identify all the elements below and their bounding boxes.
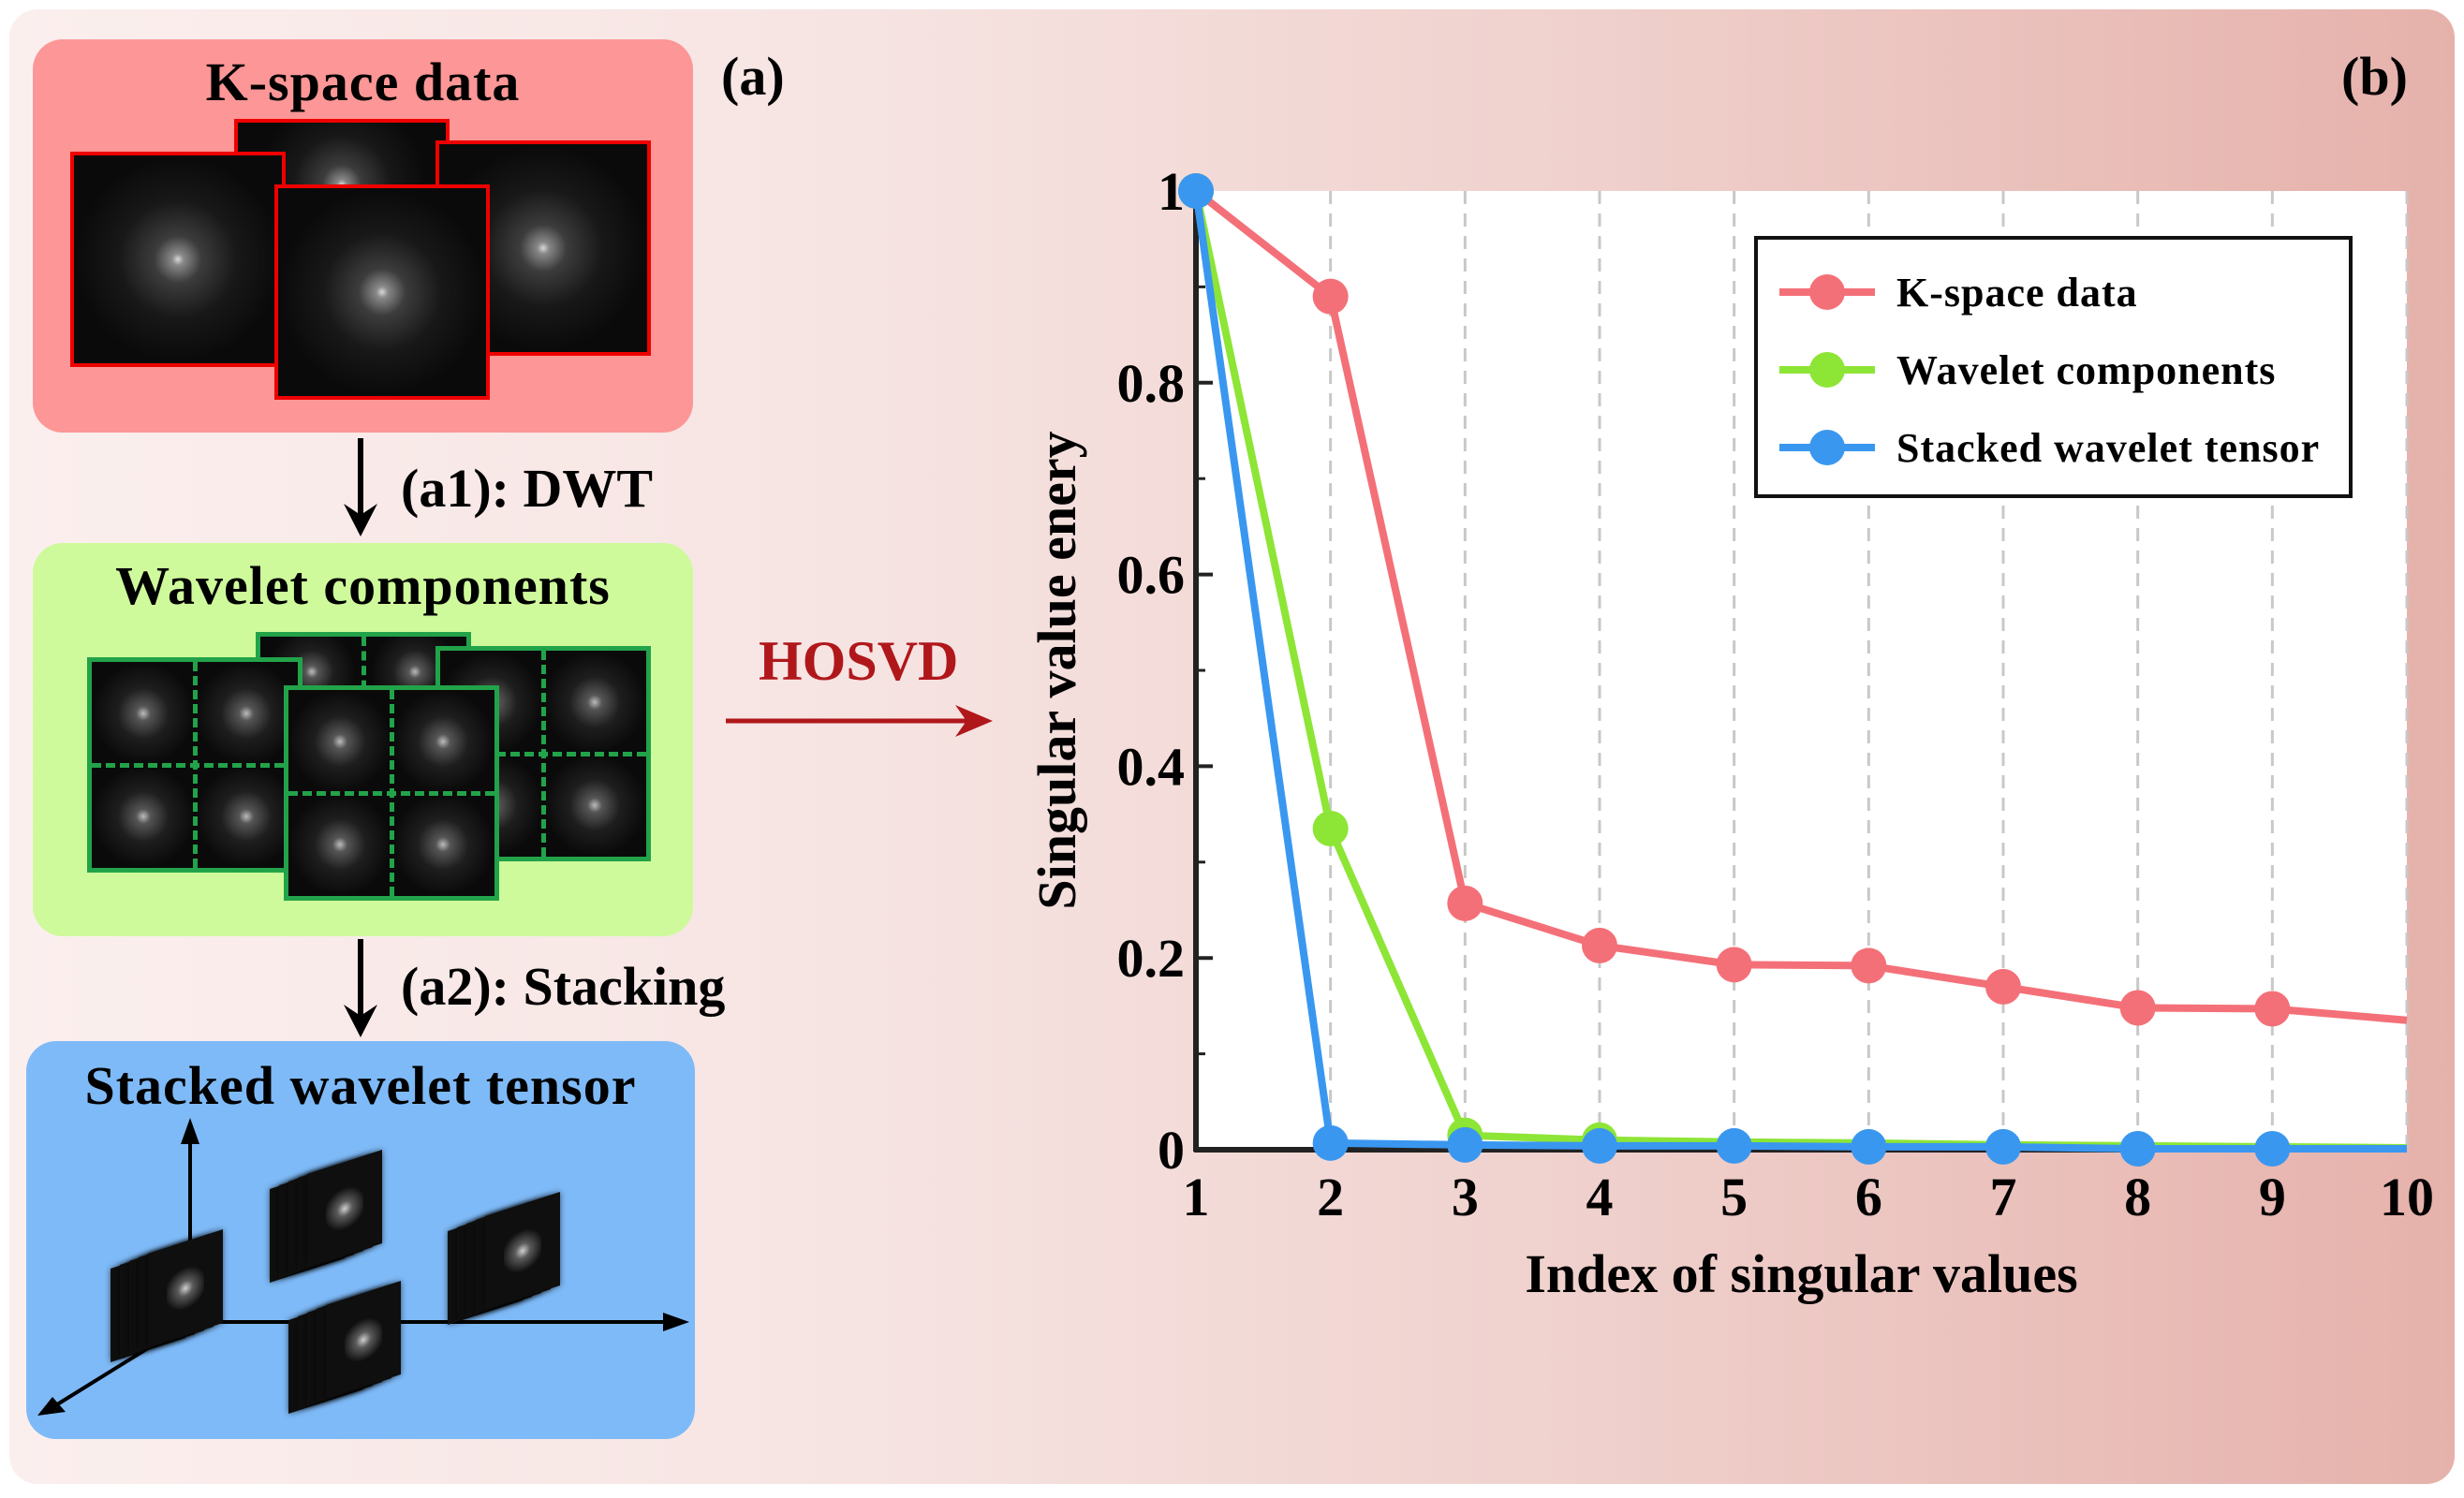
x-tick-label: 10 xyxy=(2380,1167,2434,1227)
data-point xyxy=(1447,1126,1483,1163)
data-point xyxy=(2119,1130,2156,1167)
data-point xyxy=(2119,990,2156,1026)
legend-swatch-marker xyxy=(1809,274,1845,310)
y-tick-label: 0.8 xyxy=(1117,353,1186,414)
wavelet-title: Wavelet components xyxy=(115,555,611,616)
data-point xyxy=(2254,1130,2291,1167)
data-point xyxy=(1716,1127,1752,1164)
series-k-space-data xyxy=(1178,173,2408,1027)
x-tick-label: 7 xyxy=(1990,1167,2017,1227)
y-tick-label: 0 xyxy=(1158,1120,1185,1181)
series-group xyxy=(1178,173,2408,1167)
tick-labels: 00.20.40.60.811 2 3 4 5 6 7 8 9 10 xyxy=(1117,161,2435,1227)
data-point xyxy=(1985,968,2021,1005)
legend-entry: Stacked wavelet tensor xyxy=(1896,425,2320,471)
x-tick-label: 1 xyxy=(1183,1167,1210,1227)
wavelet-panel: Wavelet components xyxy=(33,543,693,936)
dwt-arrow xyxy=(344,438,377,536)
wavelet-image xyxy=(284,685,499,901)
y-tick-label: 0.4 xyxy=(1117,736,1186,797)
dwt-step-label: (a1): DWT xyxy=(401,458,654,519)
data-point xyxy=(1312,1124,1349,1161)
panel-label-a: (a) xyxy=(721,46,785,107)
x-tick-label: 8 xyxy=(2124,1167,2151,1227)
kspace-image xyxy=(70,152,286,367)
legend-swatch-marker xyxy=(1809,430,1845,465)
kspace-image xyxy=(274,184,490,400)
data-point xyxy=(1582,927,1617,963)
data-point xyxy=(1985,1128,2021,1165)
stacking-step-label: (a2): Stacking xyxy=(401,956,726,1017)
data-point xyxy=(1716,947,1752,983)
data-point xyxy=(1851,947,1887,984)
legend-swatch-marker xyxy=(1809,352,1845,388)
data-point xyxy=(1178,173,1214,209)
x-tick-label: 2 xyxy=(1317,1167,1344,1227)
tensor-panel: Stacked wavelet tensor xyxy=(26,1041,695,1439)
kspace-panel: K-space data xyxy=(33,39,693,433)
stacking-arrow xyxy=(344,939,377,1037)
x-tick-label: 6 xyxy=(1855,1167,1882,1227)
tensor-title: Stacked wavelet tensor xyxy=(84,1055,637,1116)
x-tick-label: 4 xyxy=(1586,1167,1614,1227)
x-axis-label: Index of singular values xyxy=(1525,1243,2077,1304)
data-point xyxy=(1312,278,1349,315)
series-line xyxy=(1193,187,2408,1024)
hosvd-arrow xyxy=(726,705,993,737)
kspace-title: K-space data xyxy=(205,51,521,112)
y-tick-label: 0.6 xyxy=(1117,545,1186,606)
data-point xyxy=(1312,810,1349,846)
y-axis-label: Singular value enery xyxy=(1026,431,1087,909)
grid-lines xyxy=(1329,191,2409,1150)
y-tick-label: 0.2 xyxy=(1117,928,1186,989)
hosvd-label: HOSVD xyxy=(759,630,959,692)
data-point xyxy=(1582,1127,1617,1164)
data-point xyxy=(1447,885,1483,921)
series-stacked-wavelet-tensor xyxy=(1178,173,2407,1167)
legend: K-space data Wavelet components Stacked wa… xyxy=(1754,236,2353,498)
data-point xyxy=(1851,1128,1887,1165)
x-tick-label: 5 xyxy=(1720,1167,1748,1227)
panel-label-b: (b) xyxy=(2341,46,2408,107)
legend-entry: Wavelet components xyxy=(1896,347,2276,393)
x-tick-label: 3 xyxy=(1452,1167,1479,1227)
data-point xyxy=(2254,991,2291,1027)
series-line xyxy=(1192,190,2407,1153)
x-tick-label: 9 xyxy=(2259,1167,2286,1227)
legend-entry: K-space data xyxy=(1896,270,2138,316)
